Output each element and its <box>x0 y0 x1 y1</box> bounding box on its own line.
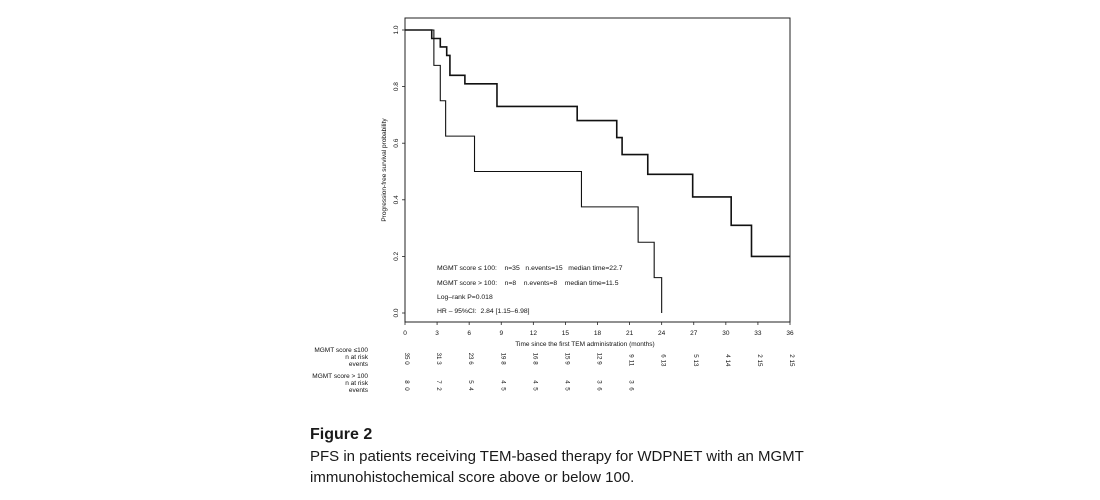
risk-high-atrisk-value: 3 <box>596 380 603 384</box>
risk-group-high-atrisk-label: n at risk <box>345 380 369 387</box>
risk-table-values: 35 31 23 19 16 15 12 9 6 5 4 2 20 3 6 8 8 9 9 11 13 13 14 15 158… <box>403 353 795 392</box>
risk-high-events-value: 5 <box>531 387 538 391</box>
risk-high-atrisk-value: 4 <box>499 380 506 384</box>
risk-high-events-value: 4 <box>467 387 474 391</box>
risk-group-high-events-label: events <box>349 387 369 394</box>
risk-low-atrisk-value: 4 <box>724 354 731 358</box>
risk-low-atrisk-value: 9 <box>628 354 635 358</box>
x-tick-label: 30 <box>722 330 730 337</box>
risk-low-atrisk-value: 12 <box>596 353 603 360</box>
caption-text: PFS in patients receiving TEM-based ther… <box>310 448 804 486</box>
x-tick-label: 9 <box>499 330 503 337</box>
x-tick-label: 15 <box>562 330 570 337</box>
x-tick-label: 33 <box>754 330 762 337</box>
risk-low-atrisk-value: 19 <box>499 353 506 360</box>
risk-low-events-value: 8 <box>531 361 538 365</box>
risk-low-atrisk-value: 23 <box>467 353 474 360</box>
curve-mgmt-low <box>405 29 790 258</box>
x-axis: 0 3 6 9 12 15 18 21 24 27 30 33 36 <box>403 322 794 337</box>
survival-curves <box>405 29 790 313</box>
y-tick-label: 0.0 <box>393 308 400 317</box>
risk-group-low-label: MGMT score ≤100 <box>314 347 368 354</box>
risk-low-atrisk-value: 31 <box>435 353 442 360</box>
x-tick-label: 0 <box>403 330 407 337</box>
x-tick-label: 36 <box>786 330 794 337</box>
y-tick-label: 0.2 <box>393 252 400 261</box>
risk-high-atrisk-value: 4 <box>563 380 570 384</box>
risk-low-events-value: 13 <box>692 360 699 367</box>
risk-low-events-value: 11 <box>628 360 635 367</box>
annotation-hazard-ratio: HR – 95%CI: 2.84 [1.15–6.98] <box>437 308 530 315</box>
x-tick-label: 27 <box>690 330 698 337</box>
annotation-group-low: MGMT score ≤ 100: n=35 n.events=15 media… <box>437 265 623 272</box>
risk-low-atrisk-value: 6 <box>660 354 667 358</box>
risk-high-atrisk-value: 8 <box>403 380 410 384</box>
risk-low-events-value: 9 <box>563 361 570 365</box>
x-tick-label: 24 <box>658 330 666 337</box>
risk-high-events-value: 0 <box>403 387 410 391</box>
risk-low-atrisk-value: 16 <box>531 353 538 360</box>
risk-low-events-value: 6 <box>467 361 474 365</box>
risk-low-events-value: 15 <box>788 360 795 367</box>
y-tick-label: 0.8 <box>393 82 400 91</box>
risk-low-atrisk-value: 35 <box>403 353 410 360</box>
x-tick-label: 6 <box>467 330 471 337</box>
risk-high-events-value: 5 <box>499 387 506 391</box>
curve-mgmt-high <box>405 29 663 313</box>
x-tick-label: 12 <box>530 330 538 337</box>
risk-low-events-value: 0 <box>403 361 410 365</box>
x-tick-label: 18 <box>594 330 602 337</box>
risk-low-atrisk-value: 5 <box>692 354 699 358</box>
risk-low-events-value: 9 <box>596 361 603 365</box>
risk-table: MGMT score ≤100 n at risk events MGMT sc… <box>312 347 795 394</box>
risk-low-events-value: 8 <box>499 361 506 365</box>
risk-high-events-value: 5 <box>563 387 570 391</box>
risk-low-atrisk-value: 2 <box>788 354 795 358</box>
risk-low-events-value: 14 <box>724 360 731 367</box>
risk-low-atrisk-value: 2 <box>756 354 763 358</box>
y-axis: 0.0 0.2 0.4 0.6 0.8 1.0 <box>393 25 405 318</box>
annotation-logrank: Log–rank P=0.018 <box>437 294 493 301</box>
y-axis-label: Progression-free survival probability <box>381 118 388 222</box>
risk-group-low-atrisk-label: n at risk <box>345 354 369 361</box>
risk-high-atrisk-value: 5 <box>467 380 474 384</box>
x-tick-label: 21 <box>626 330 634 337</box>
risk-high-atrisk-value: 3 <box>628 380 635 384</box>
chart-annotations: MGMT score ≤ 100: n=35 n.events=15 media… <box>437 265 623 315</box>
risk-low-events-value: 13 <box>660 360 667 367</box>
x-axis-label: Time since the first TEM administration … <box>515 341 654 348</box>
risk-high-atrisk-value: 4 <box>531 380 538 384</box>
risk-group-high-label: MGMT score > 100 <box>312 373 368 380</box>
risk-high-events-value: 6 <box>596 387 603 391</box>
risk-high-events-value: 2 <box>435 387 442 391</box>
risk-low-atrisk-value: 15 <box>563 353 570 360</box>
km-figure: 0.00.20.40.60.81.0 0 3 6 9 12 15 18 21 24 27 30 33 3… <box>312 17 795 394</box>
x-tick-label: 3 <box>435 330 439 337</box>
caption-title: Figure 2 <box>310 426 373 443</box>
y-tick-label: 0.6 <box>393 138 400 147</box>
y-tick-label: 1.0 <box>393 25 400 34</box>
risk-high-atrisk-value: 7 <box>435 380 442 384</box>
y-tick-label: 0.4 <box>393 195 400 204</box>
annotation-group-high: MGMT score > 100: n=8 n.events=8 median … <box>437 280 619 287</box>
plot-frame <box>404 17 791 323</box>
risk-low-events-value: 3 <box>435 361 442 365</box>
risk-low-events-value: 15 <box>756 360 763 367</box>
figure-caption: Figure 2 PFS in patients receiving TEM-b… <box>310 426 830 488</box>
risk-group-low-events-label: events <box>349 361 369 368</box>
risk-high-events-value: 6 <box>628 387 635 391</box>
